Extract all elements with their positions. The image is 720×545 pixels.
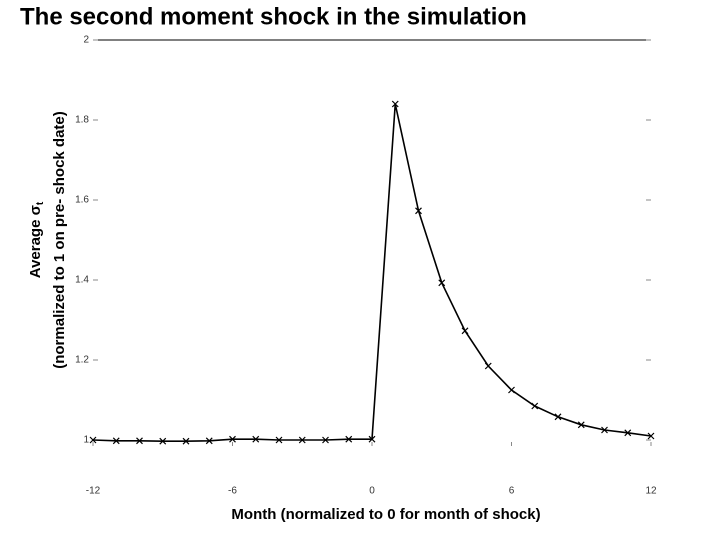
x-tick-label: 12 [645,486,657,497]
data-marker [415,207,422,215]
x-tick-label: 6 [509,486,515,497]
chart-title: The second moment shock in the simulatio… [20,3,527,30]
data-marker [508,386,515,394]
data-marker [275,436,283,444]
y-tick-label: 1.2 [75,355,89,366]
y-label-subscript: t [35,201,46,205]
data-marker [252,435,260,443]
data-marker [577,421,585,429]
data-marker [601,426,608,434]
x-tick-label: -12 [86,486,101,497]
data-marker [624,429,632,437]
data-line [92,103,652,442]
data-marker [136,437,143,445]
data-marker [112,437,120,445]
data-marker [345,435,353,443]
y-label-main: Average σ [27,205,44,278]
y-tick-label: 1.6 [75,195,89,206]
y-tick-label: 1.4 [75,275,89,286]
y-tick-label: 1 [83,435,89,446]
y-label-line1: Average σt [27,201,46,278]
data-marker [554,413,562,421]
data-marker [647,432,655,440]
data-marker [531,402,539,410]
data-marker [229,435,236,443]
data-marker [205,437,213,445]
data-marker [89,436,97,444]
y-axis-label: Average σt (normalized to 1 on pre- shoc… [27,111,68,369]
data-marker [484,362,492,370]
x-tick-label: -6 [228,486,237,497]
y-tick-label: 2 [83,35,89,46]
y-label-line2: (normalized to 1 on pre- shock date) [51,111,68,369]
data-marker [461,327,469,335]
data-marker [322,436,329,444]
x-tick-label: 0 [369,486,375,497]
data-marker [368,435,376,443]
data-marker [391,100,399,108]
data-marker [182,437,190,445]
data-marker [438,279,446,287]
x-axis-label: Month (normalized to 0 for month of shoc… [231,506,540,523]
data-marker [159,437,167,445]
y-tick-label: 1.8 [75,115,89,126]
data-marker [298,436,306,444]
